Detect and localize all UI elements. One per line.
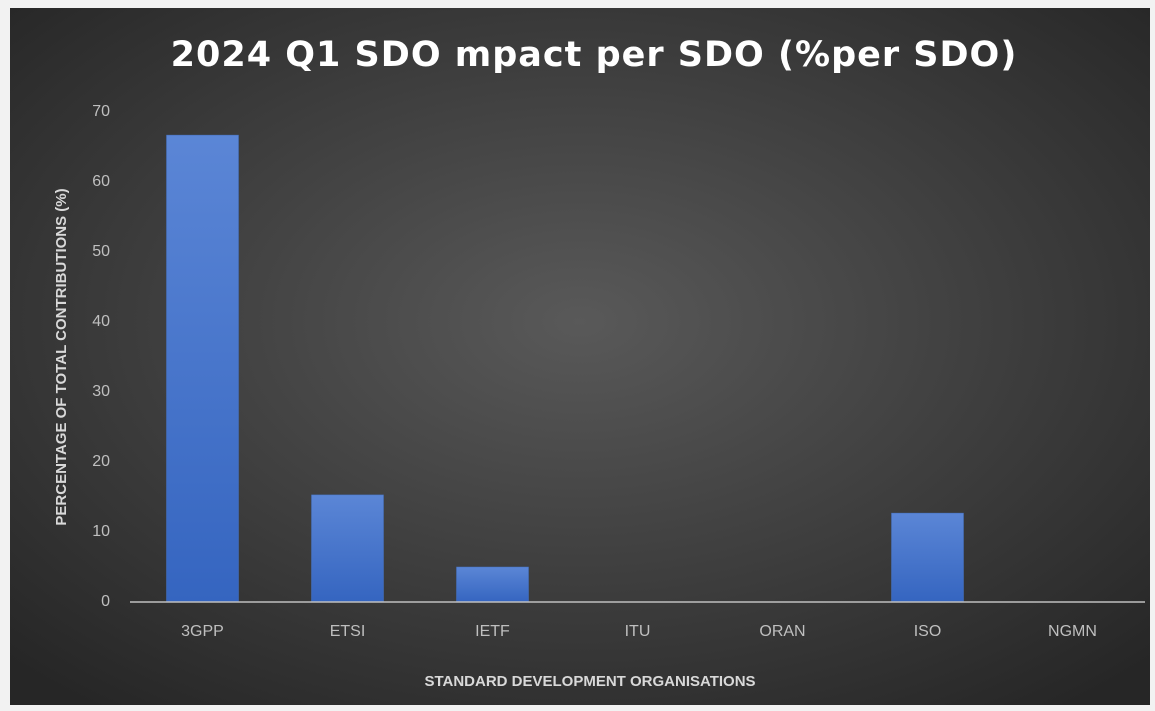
y-tick-label: 40: [92, 313, 110, 330]
x-tick-label: ITU: [625, 623, 651, 640]
x-tick-label: IETF: [475, 623, 510, 640]
x-tick-label: ETSI: [330, 623, 366, 640]
y-tick-label: 10: [92, 523, 110, 540]
y-tick-label: 0: [101, 593, 110, 610]
x-tick-label: 3GPP: [181, 623, 224, 640]
bar: [311, 494, 384, 603]
y-tick-label: 50: [92, 243, 110, 260]
y-tick-label: 30: [92, 383, 110, 400]
x-tick-label: ORAN: [759, 623, 805, 640]
bar: [166, 134, 239, 603]
y-tick-label: 20: [92, 453, 110, 470]
bar: [891, 512, 964, 603]
y-axis-label: PERCENTAGE OF TOTAL CONTRIBUTIONS (%): [53, 188, 70, 525]
bar: [456, 566, 529, 603]
y-tick-label: 70: [92, 103, 110, 120]
chart-title: 2024 Q1 SDO mpact per SDO (%per SDO): [171, 35, 1018, 75]
y-tick-label: 60: [92, 173, 110, 190]
x-tick-label: ISO: [914, 623, 942, 640]
x-tick-label: NGMN: [1048, 623, 1097, 640]
x-axis-label: STANDARD DEVELOPMENT ORGANISATIONS: [424, 673, 755, 690]
